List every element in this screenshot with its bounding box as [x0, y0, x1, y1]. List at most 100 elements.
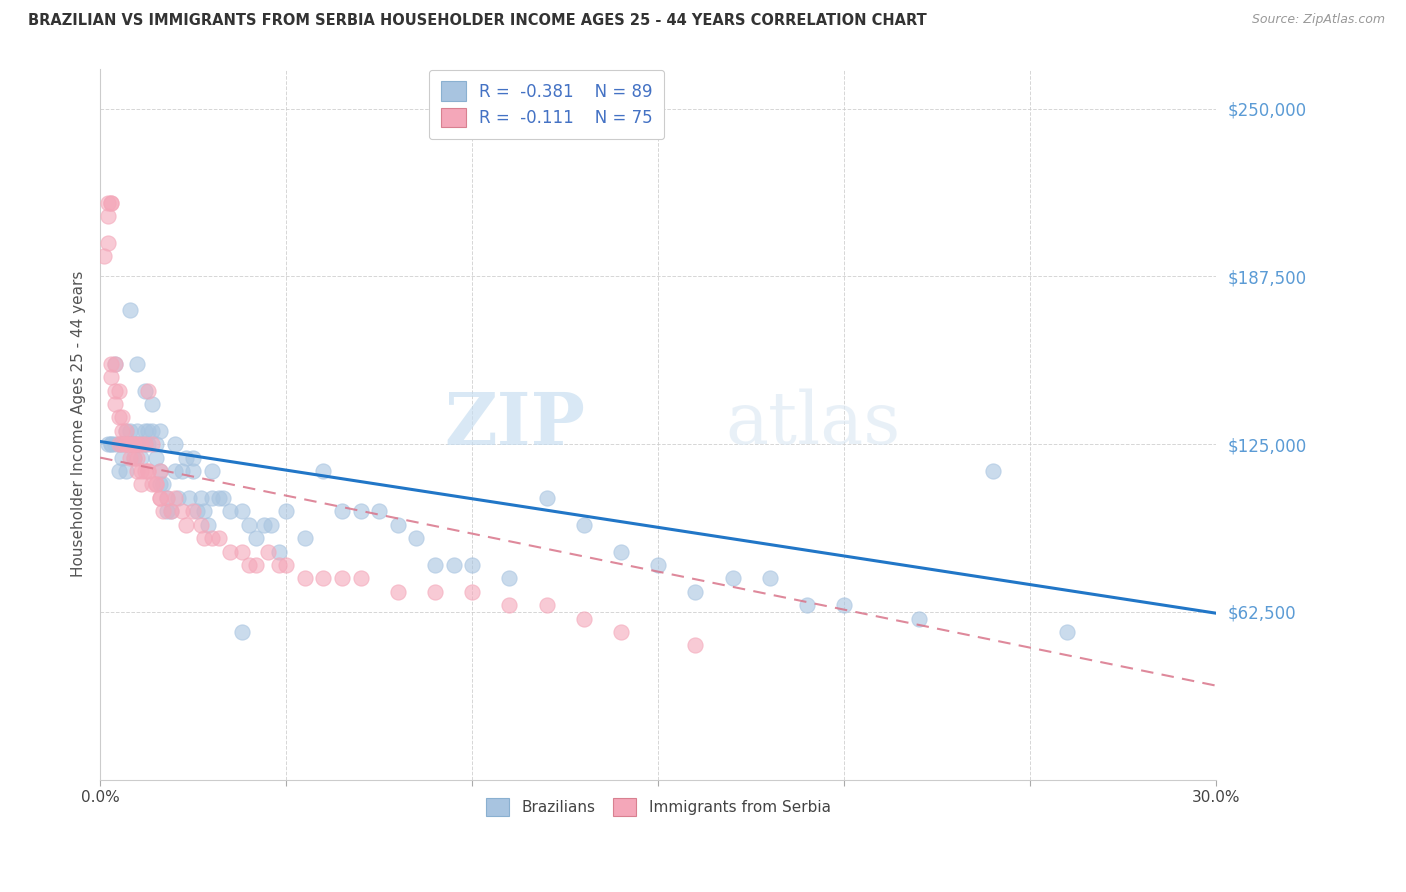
Point	[461, 584, 484, 599]
Point	[104, 384, 127, 398]
Point	[1056, 625, 1078, 640]
Point	[572, 612, 595, 626]
Point	[423, 558, 446, 572]
Point	[118, 437, 141, 451]
Point	[100, 195, 122, 210]
Point	[115, 424, 138, 438]
Point	[107, 384, 129, 398]
Point	[163, 491, 186, 505]
Point	[129, 464, 152, 478]
Point	[208, 531, 231, 545]
Point	[238, 517, 260, 532]
Point	[100, 357, 122, 371]
Point	[134, 384, 156, 398]
Point	[260, 517, 283, 532]
Point	[134, 437, 156, 451]
Text: Source: ZipAtlas.com: Source: ZipAtlas.com	[1251, 13, 1385, 27]
Point	[368, 504, 391, 518]
Point	[111, 410, 134, 425]
Point	[181, 464, 204, 478]
Point	[231, 504, 253, 518]
Point	[721, 571, 744, 585]
Point	[129, 477, 152, 491]
Point	[138, 464, 160, 478]
Point	[141, 424, 163, 438]
Point	[267, 558, 290, 572]
Point	[238, 558, 260, 572]
Point	[267, 544, 290, 558]
Point	[149, 491, 172, 505]
Point	[685, 584, 707, 599]
Point	[349, 571, 371, 585]
Point	[104, 397, 127, 411]
Point	[610, 625, 633, 640]
Point	[201, 531, 224, 545]
Point	[141, 437, 163, 451]
Point	[201, 464, 224, 478]
Point	[981, 464, 1004, 478]
Point	[111, 437, 134, 451]
Point	[174, 517, 197, 532]
Point	[122, 437, 145, 451]
Point	[115, 437, 138, 451]
Point	[149, 491, 172, 505]
Point	[208, 491, 231, 505]
Point	[97, 209, 120, 223]
Point	[145, 477, 167, 491]
Point	[100, 195, 122, 210]
Text: atlas: atlas	[725, 389, 901, 459]
Point	[122, 437, 145, 451]
Point	[498, 571, 520, 585]
Point	[201, 491, 224, 505]
Point	[149, 424, 172, 438]
Point	[190, 517, 212, 532]
Point	[159, 504, 181, 518]
Point	[107, 410, 129, 425]
Point	[181, 450, 204, 465]
Point	[118, 437, 141, 451]
Point	[159, 504, 181, 518]
Point	[796, 598, 818, 612]
Point	[134, 464, 156, 478]
Point	[115, 424, 138, 438]
Point	[294, 571, 316, 585]
Point	[387, 517, 409, 532]
Point	[647, 558, 669, 572]
Point	[127, 450, 149, 465]
Point	[138, 464, 160, 478]
Point	[149, 477, 172, 491]
Point	[152, 477, 174, 491]
Point	[219, 544, 242, 558]
Point	[907, 612, 929, 626]
Point	[104, 357, 127, 371]
Point	[174, 450, 197, 465]
Point	[253, 517, 276, 532]
Point	[145, 450, 167, 465]
Point	[212, 491, 235, 505]
Point	[111, 450, 134, 465]
Point	[104, 437, 127, 451]
Point	[179, 491, 201, 505]
Point	[536, 598, 558, 612]
Point	[122, 437, 145, 451]
Point	[498, 598, 520, 612]
Point	[276, 558, 298, 572]
Point	[111, 437, 134, 451]
Point	[127, 437, 149, 451]
Point	[759, 571, 782, 585]
Point	[115, 437, 138, 451]
Point	[127, 357, 149, 371]
Point	[100, 370, 122, 384]
Point	[118, 303, 141, 318]
Point	[149, 464, 172, 478]
Point	[115, 437, 138, 451]
Point	[170, 464, 193, 478]
Point	[138, 437, 160, 451]
Point	[129, 437, 152, 451]
Point	[97, 437, 120, 451]
Point	[190, 491, 212, 505]
Point	[312, 464, 335, 478]
Point	[118, 437, 141, 451]
Point	[181, 504, 204, 518]
Point	[349, 504, 371, 518]
